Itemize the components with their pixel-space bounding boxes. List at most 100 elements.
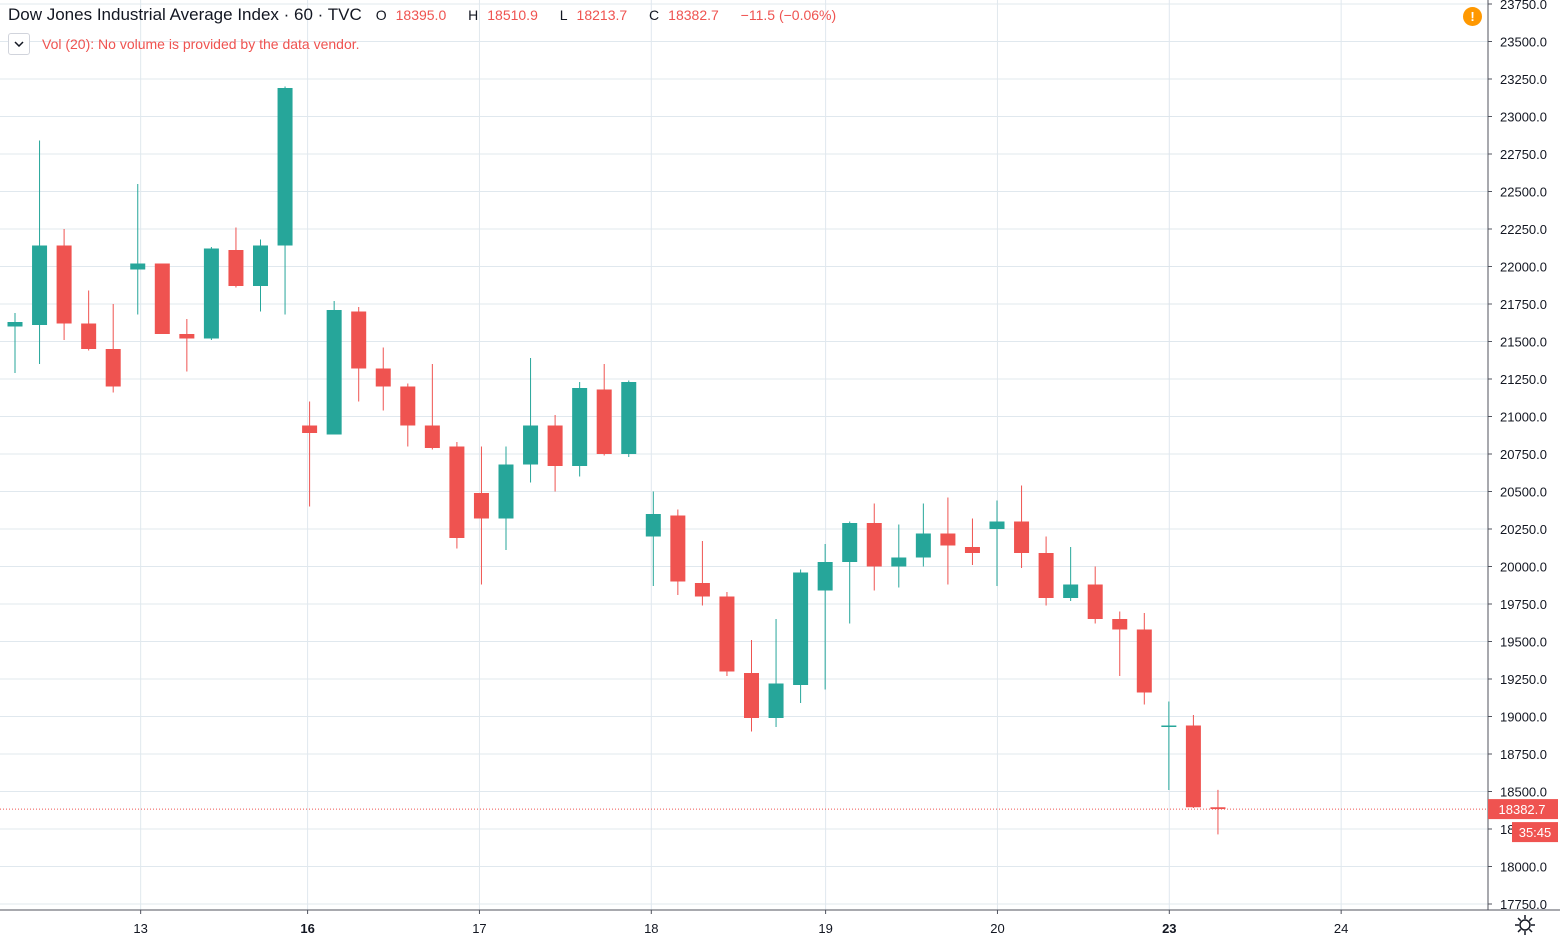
y-tick-label: 23750.0 xyxy=(1500,0,1547,12)
candle-body xyxy=(1063,584,1079,598)
y-tick-label: 19750.0 xyxy=(1500,597,1547,612)
change-value: −11.5 (−0.06%) xyxy=(740,7,837,23)
candle-body xyxy=(694,583,710,597)
candle-body xyxy=(498,464,514,519)
candle-body xyxy=(449,446,465,538)
close-key: C xyxy=(649,7,660,23)
candle-body xyxy=(842,523,858,562)
candle xyxy=(424,364,440,450)
candle xyxy=(719,592,735,676)
candle xyxy=(964,518,980,565)
y-tick-label: 22750.0 xyxy=(1500,147,1547,162)
candle-body xyxy=(768,683,784,718)
x-tick-label: 18 xyxy=(644,921,658,936)
candle xyxy=(130,184,146,315)
high-key: H xyxy=(468,7,479,23)
candle-body xyxy=(866,523,882,567)
candle xyxy=(253,239,268,312)
candle xyxy=(940,497,956,585)
settings-icon[interactable] xyxy=(1514,914,1536,936)
candle xyxy=(105,304,121,393)
candle-body xyxy=(473,493,489,519)
candle xyxy=(179,319,195,372)
candle-body xyxy=(817,562,833,591)
y-tick-label: 21000.0 xyxy=(1500,410,1547,425)
candle-body xyxy=(302,425,318,433)
open-key: O xyxy=(375,7,387,23)
candle-body xyxy=(793,572,809,685)
price-axis-bg xyxy=(1488,0,1560,910)
time-axis[interactable]: 13 16 17 18 19 20 23 24 xyxy=(133,910,1348,936)
high-value: 18510.9 xyxy=(487,7,538,23)
candle-body xyxy=(154,263,170,334)
candle xyxy=(915,503,931,567)
candles xyxy=(7,86,1226,835)
candle-body xyxy=(7,322,23,327)
candle xyxy=(302,401,318,507)
x-tick-label: 13 xyxy=(133,921,147,936)
y-tick-label: 19500.0 xyxy=(1500,635,1547,650)
y-tick-label: 18500.0 xyxy=(1500,785,1547,800)
countdown-text: 35:45 xyxy=(1519,825,1552,840)
candle xyxy=(1185,715,1201,808)
candle-body xyxy=(1038,553,1054,598)
candle xyxy=(694,541,710,606)
candle xyxy=(645,491,661,586)
time-axis-bg xyxy=(0,910,1560,942)
candle-body xyxy=(915,533,931,558)
candle-body xyxy=(1136,629,1152,693)
candle xyxy=(744,640,759,732)
y-tick-label: 18750.0 xyxy=(1500,747,1547,762)
candle xyxy=(793,569,809,703)
x-tick-label: 19 xyxy=(818,921,832,936)
candle xyxy=(81,290,97,351)
x-tick-label: 20 xyxy=(990,921,1004,936)
candle xyxy=(621,380,637,457)
y-tick-label: 22000.0 xyxy=(1500,260,1547,275)
y-tick-label: 20500.0 xyxy=(1500,485,1547,500)
candle xyxy=(891,524,907,588)
candle-body xyxy=(326,310,342,435)
open-value: 18395.0 xyxy=(395,7,447,23)
x-tick-label: 17 xyxy=(472,921,486,936)
candle-body xyxy=(375,368,391,387)
candle-body xyxy=(253,245,268,286)
y-tick-label: 23250.0 xyxy=(1500,72,1547,87)
candle xyxy=(473,446,489,585)
x-tick-label: 23 xyxy=(1162,921,1176,936)
y-tick-label: 23000.0 xyxy=(1500,110,1547,125)
price-axis[interactable]: 17750.018000.018250.018500.018750.019000… xyxy=(1488,0,1547,912)
candle-body xyxy=(351,311,367,369)
candle-body xyxy=(572,388,588,466)
low-value: 18213.7 xyxy=(576,7,628,23)
ohlc-values: O 18395.0 H 18510.9 L 18213.7 C 18382.7 −11.… xyxy=(376,7,845,23)
candle xyxy=(572,382,588,477)
candle xyxy=(1014,485,1030,568)
y-tick-label: 19000.0 xyxy=(1500,710,1547,725)
close-value: 18382.7 xyxy=(668,7,719,23)
candle-body xyxy=(81,323,97,349)
y-tick-label: 22250.0 xyxy=(1500,222,1547,237)
y-tick-label: 20750.0 xyxy=(1500,447,1547,462)
y-tick-label: 19250.0 xyxy=(1500,672,1547,687)
candle-body xyxy=(523,425,539,465)
candle xyxy=(989,500,1005,586)
volume-indicator-row: Vol (20): No volume is provided by the d… xyxy=(8,33,360,55)
candle-body xyxy=(719,596,735,672)
candle-body xyxy=(179,334,195,339)
candle xyxy=(866,503,882,591)
y-tick-label: 20250.0 xyxy=(1500,522,1547,537)
alert-icon[interactable]: ! xyxy=(1463,7,1482,26)
candle xyxy=(375,347,391,411)
chart-legend: Dow Jones Industrial Average Index · 60 … xyxy=(8,5,845,25)
candle-body xyxy=(744,673,759,718)
candle-body xyxy=(130,263,146,270)
symbol-title[interactable]: Dow Jones Industrial Average Index · 60 … xyxy=(8,5,362,24)
candle xyxy=(842,521,858,624)
y-tick-label: 17750.0 xyxy=(1500,897,1547,912)
collapse-button[interactable] xyxy=(8,33,30,55)
y-tick-label: 22500.0 xyxy=(1500,185,1547,200)
candle xyxy=(1063,547,1079,601)
price-badge-text: 18382.7 xyxy=(1499,802,1546,817)
